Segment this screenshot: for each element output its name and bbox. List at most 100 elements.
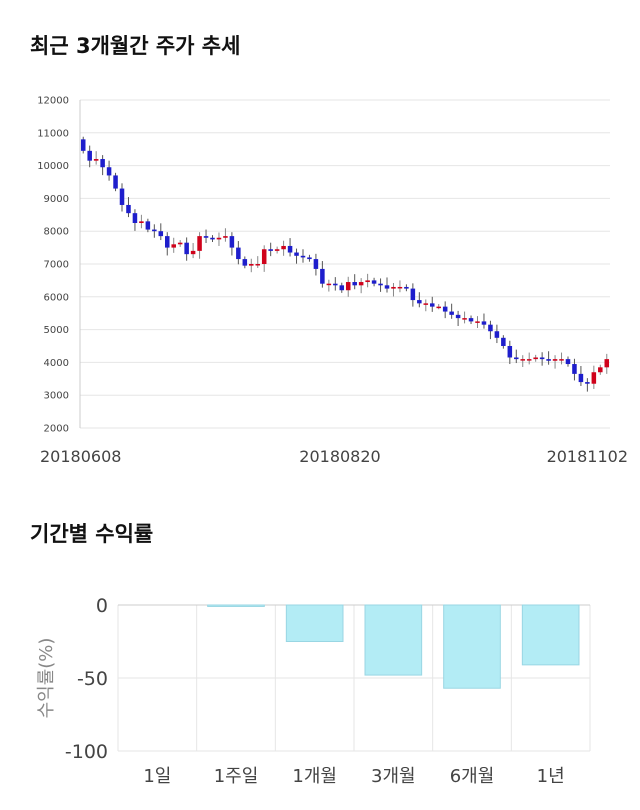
candle-body: [442, 306, 448, 312]
candle-y-axis: 2000 3000 4000 5000 6000 7000 8000 9000 10000 110…: [37, 96, 69, 435]
candle-body: [423, 303, 429, 305]
candle-body: [598, 367, 603, 373]
candle-body: [177, 242, 183, 245]
candle-body: [371, 280, 377, 284]
candle-body: [93, 159, 99, 161]
candle-y-tick-label: 8000: [44, 227, 69, 238]
candle-body: [132, 213, 138, 223]
candle-body: [384, 285, 390, 289]
candle-body: [158, 231, 164, 237]
candle-body: [455, 314, 461, 319]
candle-grid: [79, 99, 610, 429]
candle-body: [404, 286, 409, 289]
candle-body: [352, 282, 357, 286]
candle-body: [417, 300, 422, 304]
bar-y-axis-label: 수익률(%): [36, 638, 57, 719]
candle-body: [287, 245, 293, 253]
candle-body: [126, 204, 131, 214]
bar-x-tick-label: 1년: [537, 766, 565, 787]
candle-body: [526, 359, 532, 361]
candle-body: [345, 282, 351, 291]
bar: [364, 604, 423, 676]
trend-chart-title: 최근 3개월간 주가 추세: [30, 34, 241, 58]
candle-body: [80, 139, 86, 151]
bar-y-axis: 0 -50 -100: [65, 595, 108, 763]
candle-y-tick-label: 10000: [37, 161, 69, 172]
candle-series: [80, 136, 610, 392]
candle-y-tick-label: 9000: [44, 194, 69, 205]
bar: [207, 604, 265, 607]
candle-body: [261, 249, 267, 264]
bar-grid: [117, 604, 591, 752]
candle-body: [533, 357, 538, 360]
candle-body: [300, 255, 306, 258]
bar: [521, 604, 580, 666]
candle-body: [184, 242, 189, 255]
candle-body: [119, 188, 125, 205]
candle-body: [281, 245, 286, 250]
candle-body: [462, 318, 467, 320]
candle-body: [520, 359, 526, 361]
candle-body: [236, 247, 241, 260]
bar-x-tick-label: 1주일: [214, 766, 259, 787]
candle-body: [145, 221, 151, 230]
candle-body: [552, 359, 558, 361]
bar-x-tick-label: 1일: [143, 766, 171, 787]
candle-body: [410, 288, 416, 301]
candle-body: [294, 252, 299, 256]
bar-x-tick-label: 3개월: [371, 766, 416, 787]
candle-body: [223, 236, 228, 238]
candle-y-tick-label: 7000: [44, 260, 69, 271]
candle-body: [152, 229, 157, 232]
candle-body: [449, 311, 454, 315]
candle-y-tick-label: 12000: [37, 96, 69, 107]
candle-y-tick-label: 4000: [44, 358, 69, 369]
candle-body: [249, 264, 254, 266]
candle-y-tick-label: 11000: [37, 128, 69, 139]
candle-body: [514, 357, 519, 360]
candle-body: [171, 244, 176, 248]
bar-y-tick-label: -50: [77, 668, 108, 690]
candle-body: [113, 175, 118, 189]
bar-series: [207, 604, 580, 689]
candle-body: [139, 221, 144, 223]
returns-chart-title: 기간별 수익률: [30, 522, 154, 546]
candle-body: [488, 324, 493, 332]
candle-body: [255, 264, 261, 266]
candlestick-chart: 2000 3000 4000 5000 6000 7000 8000 9000 10000 110…: [37, 96, 628, 467]
candle-body: [378, 283, 383, 286]
candle-y-tick-label: 2000: [44, 424, 69, 435]
candle-body: [320, 268, 325, 284]
bar-y-tick-label: -100: [65, 741, 108, 763]
candle-body: [475, 321, 480, 323]
candle-body: [365, 280, 370, 283]
candle-body: [242, 259, 248, 266]
bar-x-axis: 1일 1주일 1개월 3개월 6개월 1년: [143, 766, 564, 787]
candle-body: [578, 373, 584, 383]
candle-body: [197, 236, 202, 251]
candle-body: [164, 236, 170, 248]
candle-x-axis: 20180608 20180820 20181102: [40, 447, 628, 466]
candle-body: [307, 257, 312, 260]
candle-body: [481, 321, 487, 325]
candle-body: [203, 236, 209, 238]
candle-body: [565, 359, 571, 365]
candle-body: [436, 306, 441, 309]
bar: [285, 604, 344, 642]
candle-body: [268, 249, 273, 251]
candle-body: [216, 237, 222, 240]
bar-x-tick-label: 1개월: [292, 766, 337, 787]
candle-body: [507, 346, 513, 358]
bar: [443, 604, 501, 689]
candle-body: [210, 237, 215, 240]
candle-body: [229, 236, 235, 248]
returns-bar-chart: 0 -50 -100 1일 1주일 1개월 3개월 6개월 1년 수익률(%): [36, 595, 591, 787]
candle-y-tick-label: 6000: [44, 292, 69, 303]
candle-body: [190, 250, 196, 255]
candle-body: [604, 359, 610, 368]
candle-body: [333, 283, 338, 286]
candle-body: [559, 359, 564, 361]
candle-y-tick-label: 3000: [44, 391, 69, 402]
candle-body: [391, 286, 396, 289]
candle-body: [106, 167, 112, 176]
